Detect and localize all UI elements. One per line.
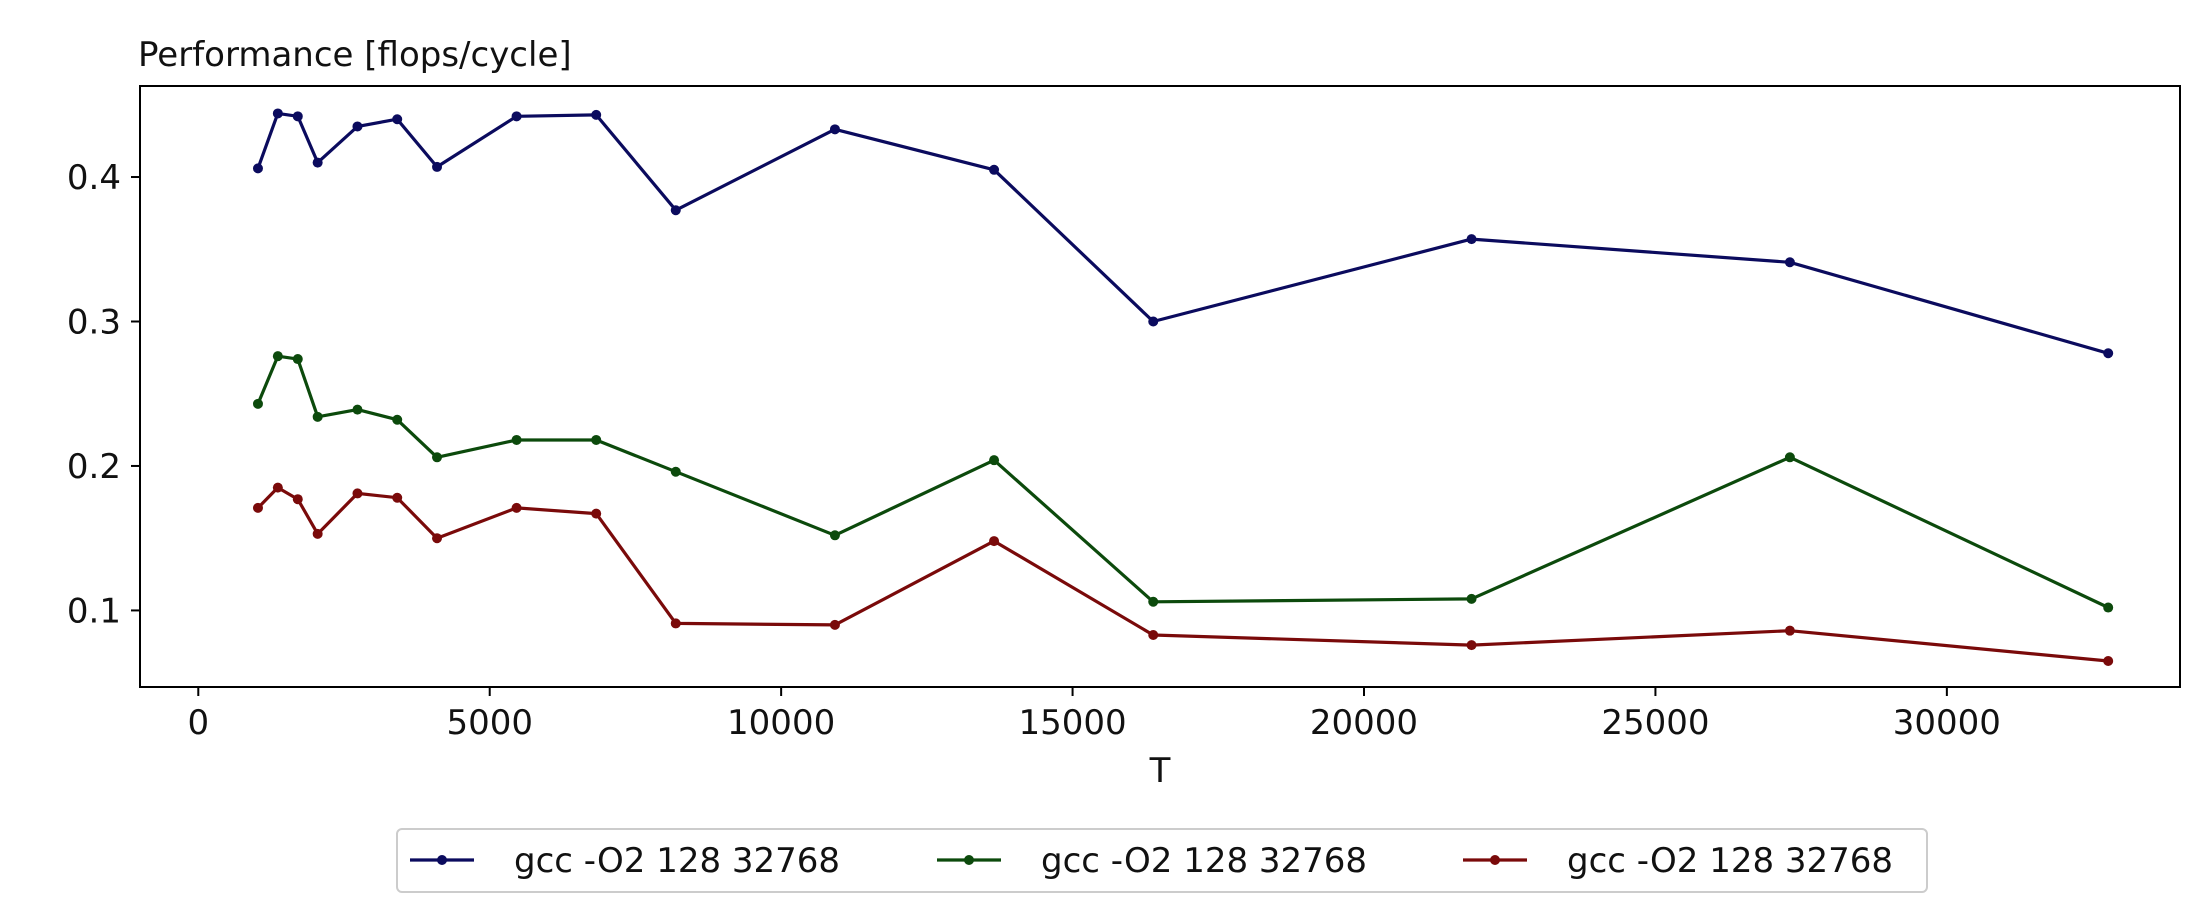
legend-label: gcc -O2 128 32768 — [514, 841, 840, 881]
series-1-point — [432, 161, 443, 172]
series-layer — [252, 108, 2114, 666]
series-1-point — [312, 157, 323, 168]
series-2-point — [252, 398, 263, 409]
series-3-point — [432, 533, 443, 544]
legend-marker — [1490, 855, 1500, 865]
legend-item: gcc -O2 128 32768 — [410, 841, 840, 881]
series-1-point — [392, 114, 403, 125]
series-2-point — [1466, 593, 1477, 604]
series-3-line — [256, 486, 2109, 663]
legend-label: gcc -O2 128 32768 — [1567, 841, 1893, 881]
x-tick-label: 5000 — [446, 703, 533, 743]
series-1-point — [252, 163, 263, 174]
series-1-point — [1466, 234, 1477, 245]
series-2-point — [312, 411, 323, 422]
series-3 — [252, 482, 2114, 666]
y-tick-label: 0.3 — [67, 302, 121, 342]
series-1-point — [272, 108, 283, 119]
y-tick-label: 0.2 — [67, 447, 121, 487]
series-3-point — [1784, 625, 1795, 636]
x-axis: 0 5000 10000 15000 20000 25000 30000 — [187, 687, 2001, 743]
series-2-line — [256, 354, 2109, 609]
series-1 — [252, 108, 2114, 359]
x-tick-label: 25000 — [1601, 703, 1709, 743]
series-1-point — [292, 111, 303, 122]
series-2-point — [591, 434, 602, 445]
x-tick-label: 30000 — [1893, 703, 2001, 743]
series-2-point — [2103, 602, 2114, 613]
series-3-point — [989, 536, 1000, 547]
y-tick-label: 0.4 — [67, 158, 121, 198]
y-tick-label: 0.1 — [67, 591, 121, 631]
series-1-point — [829, 124, 840, 135]
series-3-point — [829, 619, 840, 630]
legend-label: gcc -O2 128 32768 — [1041, 841, 1367, 881]
x-tick-label: 20000 — [1310, 703, 1418, 743]
series-3-point — [1148, 629, 1159, 640]
series-3-point — [272, 482, 283, 493]
series-3-point — [392, 492, 403, 503]
series-1-point — [670, 205, 681, 216]
series-2-point — [292, 354, 303, 365]
series-3-point — [591, 508, 602, 519]
series-2-point — [392, 414, 403, 425]
series-2-point — [829, 530, 840, 541]
series-1-point — [2103, 348, 2114, 359]
legend: gcc -O2 128 32768 gcc -O2 128 32768 gcc -O… — [396, 828, 1928, 893]
series-1-point — [511, 111, 522, 122]
legend-marker — [964, 855, 974, 865]
plot-area-frame — [139, 85, 2181, 688]
series-3-point — [352, 488, 363, 499]
series-1-line — [256, 111, 2109, 355]
legend-item: gcc -O2 128 32768 — [1463, 841, 1893, 881]
series-3-point — [2103, 655, 2114, 666]
series-2-point — [352, 404, 363, 415]
series-3-point — [670, 618, 681, 629]
series-3-point — [252, 502, 263, 513]
legend-marker — [437, 855, 447, 865]
series-2-point — [1784, 452, 1795, 463]
series-2 — [252, 351, 2114, 613]
series-3-point — [511, 502, 522, 513]
series-3-point — [1466, 640, 1477, 651]
series-3-point — [312, 528, 323, 539]
series-2-point — [511, 434, 522, 445]
series-3-point — [292, 494, 303, 505]
series-2-point — [989, 455, 1000, 466]
series-1-point — [989, 164, 1000, 175]
series-1-point — [352, 121, 363, 132]
y-axis: 0.1 0.2 0.3 0.4 — [67, 158, 140, 631]
series-2-point — [670, 466, 681, 477]
chart-title: Performance [flops/cycle] — [138, 35, 572, 75]
series-1-point — [1148, 316, 1159, 327]
legend-item: gcc -O2 128 32768 — [937, 841, 1367, 881]
series-2-point — [272, 351, 283, 362]
series-1-point — [591, 109, 602, 120]
series-2-point — [432, 452, 443, 463]
legend-frame — [396, 828, 1928, 893]
x-axis-label: T — [1149, 751, 1171, 791]
x-tick-label: 15000 — [1018, 703, 1126, 743]
x-tick-label: 0 — [187, 703, 209, 743]
series-1-point — [1784, 257, 1795, 268]
series-2-point — [1148, 596, 1159, 607]
x-tick-label: 10000 — [727, 703, 835, 743]
